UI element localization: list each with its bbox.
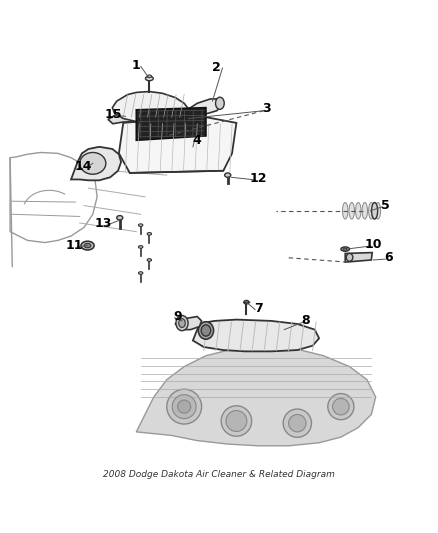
Ellipse shape (147, 232, 152, 235)
Polygon shape (136, 347, 376, 446)
Ellipse shape (179, 319, 185, 327)
Polygon shape (119, 116, 237, 173)
Polygon shape (176, 317, 201, 329)
Ellipse shape (138, 272, 143, 274)
Text: 4: 4 (193, 134, 201, 147)
Ellipse shape (138, 246, 143, 248)
Text: 9: 9 (173, 310, 182, 323)
Ellipse shape (226, 410, 247, 431)
Text: 7: 7 (254, 302, 262, 315)
Ellipse shape (147, 75, 152, 78)
Ellipse shape (332, 398, 349, 415)
Polygon shape (136, 108, 206, 140)
Polygon shape (193, 320, 319, 351)
Text: 5: 5 (381, 199, 390, 212)
Ellipse shape (244, 301, 249, 304)
Polygon shape (108, 114, 184, 124)
Ellipse shape (343, 248, 347, 250)
Ellipse shape (289, 415, 306, 432)
Text: 2008 Dodge Dakota Air Cleaner & Related Diagram: 2008 Dodge Dakota Air Cleaner & Related … (103, 470, 335, 479)
Polygon shape (71, 147, 121, 180)
Ellipse shape (225, 173, 231, 177)
Text: 10: 10 (365, 238, 382, 251)
Ellipse shape (147, 259, 152, 261)
Ellipse shape (328, 393, 354, 419)
Text: 12: 12 (249, 172, 267, 185)
Ellipse shape (178, 400, 191, 413)
Ellipse shape (138, 224, 143, 227)
Ellipse shape (221, 406, 252, 436)
Ellipse shape (375, 203, 381, 219)
Text: 13: 13 (95, 217, 113, 230)
Text: 3: 3 (262, 102, 271, 116)
Ellipse shape (176, 316, 188, 330)
Ellipse shape (81, 241, 94, 250)
Ellipse shape (167, 389, 201, 424)
Polygon shape (188, 99, 223, 115)
Ellipse shape (80, 152, 106, 174)
Text: 14: 14 (74, 160, 92, 173)
Ellipse shape (349, 203, 354, 219)
Polygon shape (113, 92, 188, 123)
Polygon shape (345, 253, 372, 262)
Ellipse shape (346, 254, 353, 261)
Text: 8: 8 (302, 314, 311, 327)
Ellipse shape (362, 203, 367, 219)
Ellipse shape (341, 247, 350, 251)
Ellipse shape (371, 203, 378, 219)
Text: 1: 1 (132, 59, 141, 72)
Ellipse shape (198, 322, 214, 339)
Ellipse shape (369, 203, 374, 219)
Text: 15: 15 (105, 108, 123, 120)
Ellipse shape (84, 244, 91, 248)
Ellipse shape (343, 203, 348, 219)
Ellipse shape (201, 325, 211, 336)
Text: 6: 6 (385, 251, 393, 264)
Text: 2: 2 (212, 61, 221, 74)
Ellipse shape (356, 203, 361, 219)
Ellipse shape (145, 76, 153, 80)
Ellipse shape (215, 97, 224, 109)
Ellipse shape (283, 409, 311, 437)
Ellipse shape (117, 215, 123, 220)
Text: 11: 11 (66, 239, 83, 252)
Ellipse shape (172, 394, 196, 418)
